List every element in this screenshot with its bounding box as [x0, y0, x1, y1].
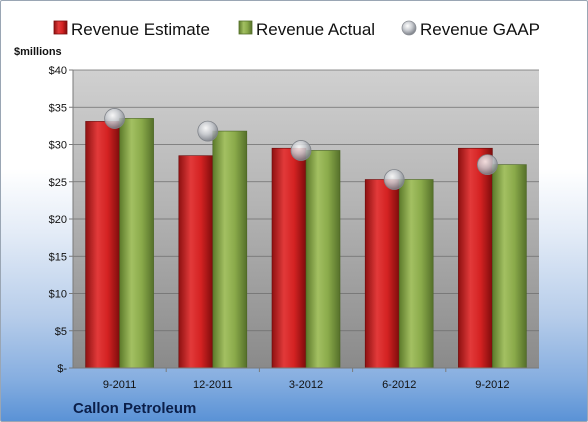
x-tick-label: 9-2012 [475, 379, 509, 391]
legend-label-estimate: Revenue Estimate [71, 20, 210, 39]
x-tick-label: 9-2011 [103, 379, 136, 391]
y-axis-unit-label: $millions [14, 46, 62, 58]
legend: Revenue Estimate Revenue Actual Revenue … [53, 20, 540, 39]
x-tick-label: 12-2011 [193, 379, 233, 391]
y-tick-label: $25 [49, 177, 67, 189]
bar-revenue-actual [492, 164, 527, 369]
y-tick-label: $10 [49, 289, 67, 301]
legend-swatch-estimate [53, 20, 68, 35]
x-tick-label: 6-2012 [382, 379, 416, 391]
y-tick-label: $40 [49, 65, 67, 77]
legend-swatch-actual [238, 20, 253, 35]
y-tick-label: $35 [49, 102, 67, 114]
gaap-markers [104, 108, 498, 190]
bar-revenue-actual [212, 130, 248, 369]
bar-revenue-actual [398, 179, 434, 369]
bar-revenue-estimate [271, 147, 307, 369]
bar-revenue-actual [305, 150, 341, 369]
company-name: Callon Petroleum [73, 400, 196, 417]
x-tick-label: 3-2012 [289, 379, 323, 391]
legend-marker-gaap [401, 20, 417, 36]
y-tick-label: $20 [49, 214, 67, 226]
bar-revenue-estimate [85, 121, 120, 369]
y-axis-ticks: $- $5 $10 $15 $20 $25 $30 $35 $40 [49, 65, 73, 375]
bar-revenue-actual [119, 118, 154, 369]
legend-label-actual: Revenue Actual [256, 20, 375, 39]
y-tick-label: $15 [49, 251, 67, 263]
marker-revenue-gaap [383, 169, 405, 190]
bars [85, 118, 527, 369]
marker-revenue-gaap [290, 140, 312, 161]
y-tick-label: $5 [55, 326, 67, 338]
y-tick-label: $30 [49, 140, 67, 152]
bar-revenue-estimate [178, 155, 214, 369]
marker-revenue-gaap [104, 108, 125, 129]
bar-revenue-estimate [364, 179, 400, 369]
bar-revenue-estimate [458, 147, 493, 369]
legend-label-gaap: Revenue GAAP [420, 20, 540, 39]
marker-revenue-gaap [197, 120, 219, 142]
x-axis-ticks: 9-2011 12-2011 3-2012 6-2012 9-2012 [103, 368, 510, 391]
y-tick-label: $- [57, 363, 67, 375]
marker-revenue-gaap [476, 154, 498, 176]
